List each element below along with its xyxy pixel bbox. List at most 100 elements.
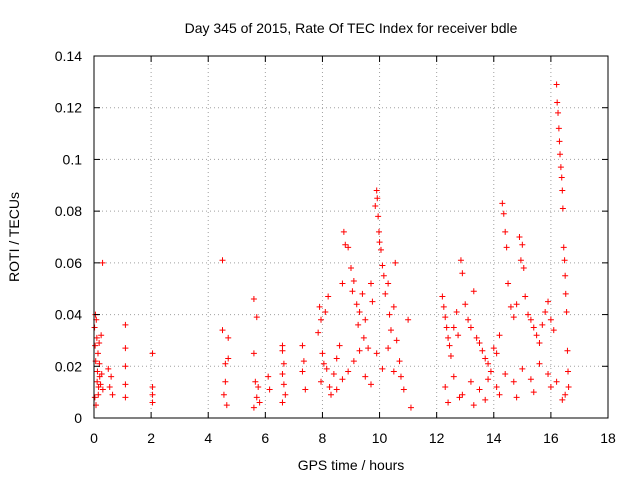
data-point	[252, 378, 259, 385]
data-point	[149, 383, 156, 390]
data-point	[502, 371, 509, 378]
data-point	[545, 371, 552, 378]
data-point	[510, 378, 517, 385]
x-tick-label: 4	[204, 430, 212, 446]
data-point	[348, 265, 354, 272]
data-point	[533, 332, 540, 339]
data-point	[455, 332, 462, 339]
data-point	[559, 205, 566, 212]
data-point	[373, 187, 380, 194]
data-point	[279, 342, 286, 349]
data-point	[350, 277, 357, 284]
data-point	[322, 308, 329, 315]
data-point	[333, 386, 340, 393]
data-point	[445, 399, 452, 406]
data-point	[387, 327, 394, 334]
data-point	[407, 404, 414, 411]
data-point	[362, 316, 369, 323]
data-point	[356, 308, 363, 315]
data-point	[459, 270, 466, 277]
data-point	[467, 324, 474, 331]
data-point	[93, 334, 100, 341]
data-point	[467, 378, 474, 385]
x-tick-label: 16	[543, 430, 559, 446]
x-tick-label: 8	[319, 430, 327, 446]
data-point	[530, 324, 537, 331]
data-point	[536, 340, 543, 347]
data-point	[379, 365, 386, 372]
data-point	[256, 399, 263, 406]
data-point	[476, 340, 483, 347]
data-point	[560, 244, 567, 251]
data-point	[95, 391, 102, 398]
data-point	[507, 303, 514, 310]
data-point	[555, 109, 562, 116]
data-point	[339, 376, 346, 383]
data-point	[462, 301, 469, 308]
data-point	[513, 301, 520, 308]
data-point	[400, 386, 407, 393]
data-point	[556, 138, 563, 145]
data-point	[542, 308, 549, 315]
data-point	[320, 360, 327, 367]
data-point	[470, 288, 477, 295]
data-point	[250, 350, 257, 357]
data-point	[360, 334, 367, 341]
data-point	[279, 399, 286, 406]
x-axis-label: GPS time / hours	[298, 457, 405, 473]
data-point	[527, 316, 534, 323]
data-point	[96, 360, 103, 367]
data-point	[122, 394, 129, 401]
data-point	[442, 383, 449, 390]
data-point	[345, 368, 352, 375]
data-point	[367, 280, 374, 287]
data-point	[390, 303, 397, 310]
data-point	[365, 345, 372, 352]
data-point	[530, 389, 537, 396]
data-point	[266, 386, 273, 393]
data-point	[380, 272, 387, 279]
data-point	[325, 293, 332, 300]
data-point	[562, 391, 569, 398]
data-point	[356, 347, 363, 354]
data-point	[222, 378, 229, 385]
data-point	[97, 381, 104, 388]
data-point	[445, 334, 452, 341]
data-point	[255, 383, 262, 390]
data-point	[493, 350, 500, 357]
data-point	[94, 378, 101, 385]
data-point	[253, 314, 260, 321]
data-point	[362, 373, 369, 380]
data-point	[300, 358, 307, 365]
data-point	[502, 228, 509, 235]
data-point	[375, 213, 382, 220]
data-point	[369, 298, 376, 305]
data-point	[547, 383, 554, 390]
data-point	[355, 321, 362, 328]
data-point	[562, 290, 569, 297]
data-point	[496, 391, 503, 398]
x-tick-label: 2	[147, 430, 155, 446]
data-point	[98, 371, 105, 378]
data-point	[382, 290, 389, 297]
data-point	[496, 332, 503, 339]
data-point	[559, 187, 566, 194]
x-tick-label: 14	[486, 430, 502, 446]
data-point	[91, 394, 98, 401]
data-point	[443, 324, 450, 331]
data-point	[565, 368, 572, 375]
data-point	[318, 316, 325, 323]
data-point	[336, 342, 343, 349]
data-point	[318, 378, 325, 385]
data-point	[557, 164, 564, 171]
data-point	[440, 303, 447, 310]
data-point	[92, 342, 99, 349]
data-point	[485, 360, 492, 367]
data-point	[482, 355, 489, 362]
data-point	[339, 280, 346, 287]
y-tick-label: 0.06	[55, 255, 82, 271]
data-point	[99, 386, 106, 393]
data-point	[476, 386, 483, 393]
data-point	[250, 296, 257, 303]
